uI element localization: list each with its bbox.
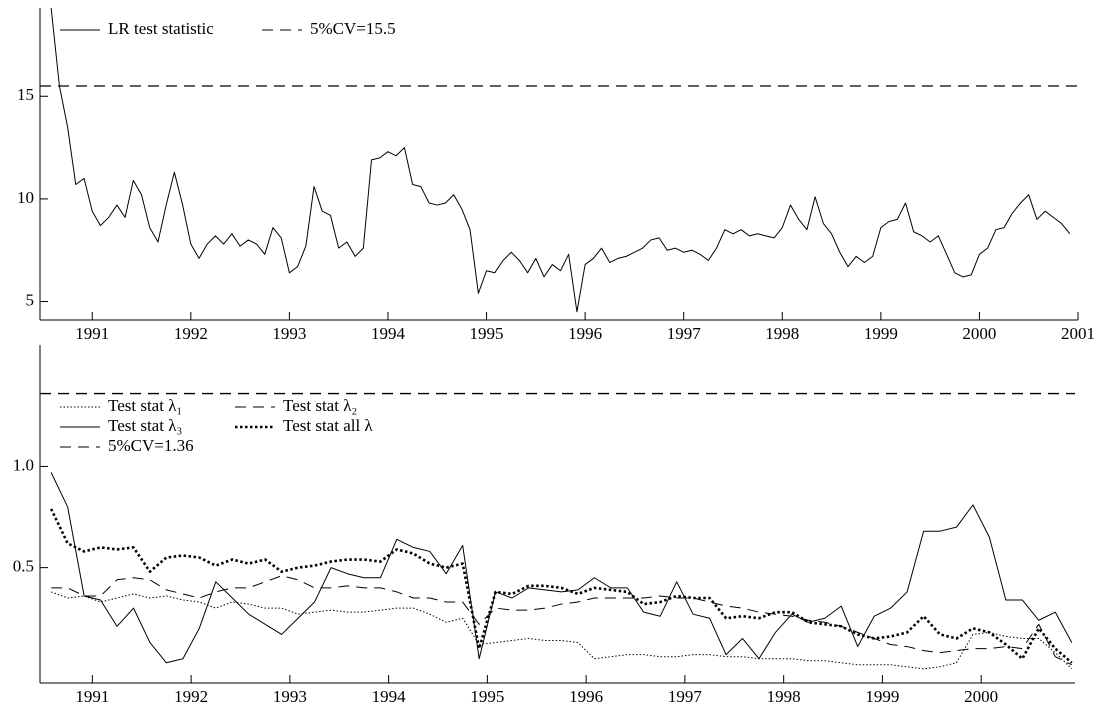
series-line [50, 591, 1073, 670]
legend-label: Test stat λ₃ [108, 416, 182, 435]
x-tick-label: 2000 [964, 687, 998, 706]
x-tick-label: 2000 [962, 324, 996, 343]
x-tick-label: 1991 [75, 687, 109, 706]
series-line [49, 508, 1073, 664]
series-line [50, 7, 1071, 313]
x-tick-label: 1997 [667, 324, 702, 343]
x-tick-label: 1999 [864, 324, 898, 343]
x-tick-label: 1995 [470, 324, 504, 343]
x-tick-label: 1995 [470, 687, 504, 706]
series-line [50, 472, 1073, 664]
legend-label: Test stat λ₁ [108, 396, 182, 415]
x-tick-label: 1998 [765, 324, 799, 343]
y-tick-label: 15 [17, 85, 34, 104]
series-line [51, 575, 1072, 666]
x-tick-label: 1998 [767, 687, 801, 706]
legend-label: LR test statistic [108, 19, 214, 38]
x-tick-label: 1994 [371, 324, 406, 343]
x-tick-label: 1992 [174, 687, 208, 706]
x-tick-label: 1999 [865, 687, 899, 706]
y-tick-label: 10 [17, 188, 34, 207]
x-tick-label: 1993 [273, 687, 307, 706]
x-tick-label: 1993 [272, 324, 306, 343]
y-tick-label: 0.5 [13, 557, 34, 576]
legend-label: 5%CV=1.36 [108, 436, 194, 455]
x-tick-label: 2001 [1061, 324, 1095, 343]
x-tick-label: 1991 [75, 324, 109, 343]
x-tick-label: 1997 [668, 687, 703, 706]
x-tick-label: 1996 [568, 324, 602, 343]
legend-label: Test stat λ₂ [283, 396, 357, 415]
x-tick-label: 1996 [569, 687, 603, 706]
legend-label: 5%CV=15.5 [310, 19, 396, 38]
y-tick-label: 1.0 [13, 455, 34, 474]
x-tick-label: 1994 [372, 687, 407, 706]
x-tick-label: 1992 [174, 324, 208, 343]
y-tick-label: 5 [26, 290, 35, 309]
legend-label: Test stat all λ [283, 416, 373, 435]
